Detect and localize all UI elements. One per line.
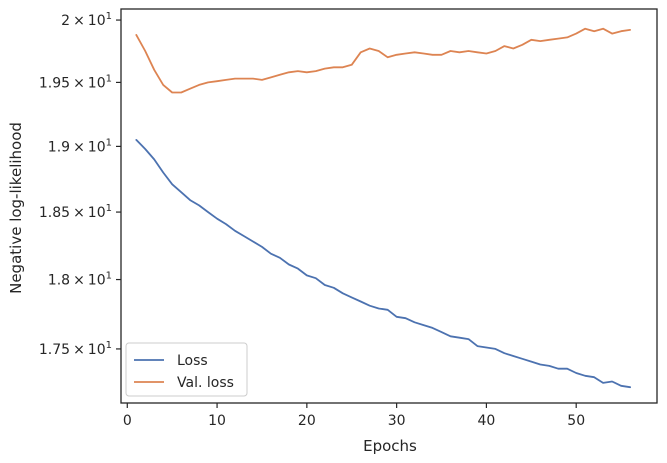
y-tick-mantissa: 1.9 — [48, 139, 70, 155]
y-tick-mantissa: 1.75 — [39, 342, 70, 358]
x-tick-label: 20 — [298, 413, 316, 429]
y-tick-label: 1.85 × 101 — [39, 203, 112, 221]
y-tick-times: × — [73, 205, 85, 221]
y-tick-times: × — [73, 273, 85, 289]
y-tick-label: 1.95 × 101 — [39, 73, 112, 91]
y-tick-exponent: 1 — [106, 340, 112, 351]
y-tick-base: 10 — [88, 13, 106, 29]
y-tick-times: × — [73, 342, 85, 358]
y-tick-exponent: 1 — [106, 203, 112, 214]
y-tick-base: 10 — [88, 139, 106, 155]
y-tick-times: × — [73, 139, 85, 155]
x-axis-label: Epochs — [363, 437, 417, 455]
y-tick-base: 10 — [88, 75, 106, 91]
y-tick-base: 10 — [88, 342, 106, 358]
y-tick-exponent: 1 — [106, 271, 112, 282]
legend: Loss Val. loss — [125, 342, 248, 397]
x-axis-ticks: 0 10 20 30 40 50 — [123, 403, 585, 429]
x-tick-label: 30 — [388, 413, 406, 429]
y-tick-label: 1.9 × 101 — [48, 137, 112, 155]
x-tick-label: 0 — [123, 413, 132, 429]
y-tick-mantissa: 1.85 — [39, 205, 70, 221]
plot-area — [135, 27, 631, 389]
y-tick-base: 10 — [88, 273, 106, 289]
y-axis-label: Negative log-likelihood — [7, 122, 25, 294]
series-line-val-loss — [135, 27, 631, 94]
y-tick-times: × — [73, 13, 85, 29]
legend-label-loss: Loss — [177, 353, 208, 369]
y-tick-exponent: 1 — [106, 11, 112, 22]
plot-frame — [120, 8, 658, 404]
y-tick-times: × — [73, 75, 85, 91]
legend-label-val-loss: Val. loss — [177, 375, 234, 391]
x-tick-label: 50 — [567, 413, 585, 429]
y-tick-label: 1.8 × 101 — [48, 271, 112, 289]
y-tick-label: 2 × 101 — [61, 11, 112, 29]
y-tick-label: 1.75 × 101 — [39, 340, 112, 358]
y-tick-exponent: 1 — [106, 73, 112, 84]
y-tick-exponent: 1 — [106, 137, 112, 148]
series-line-loss — [135, 138, 631, 389]
y-tick-mantissa: 2 — [61, 13, 70, 29]
x-tick-label: 10 — [208, 413, 226, 429]
x-tick-label: 40 — [477, 413, 495, 429]
y-tick-base: 10 — [88, 205, 106, 221]
y-tick-mantissa: 1.95 — [39, 75, 70, 91]
y-tick-mantissa: 1.8 — [48, 273, 70, 289]
